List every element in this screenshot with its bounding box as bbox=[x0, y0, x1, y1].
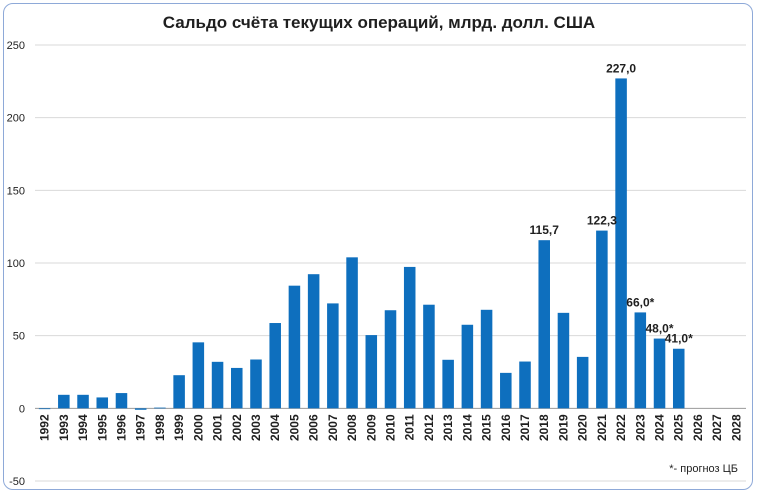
bar-1996 bbox=[115, 393, 128, 409]
bar-1993 bbox=[58, 394, 70, 409]
bar-2019 bbox=[557, 312, 570, 409]
footnote: *- прогноз ЦБ bbox=[669, 463, 738, 475]
data-label-2022: 227,0 bbox=[606, 61, 636, 75]
gridlines bbox=[35, 44, 746, 482]
x-tick-label: 2008 bbox=[345, 414, 359, 441]
x-tick-label: 1998 bbox=[153, 414, 167, 441]
data-labels: 115,7 122,3 227,0 66,0* 48,0*41,0* bbox=[530, 61, 694, 345]
bar-2007 bbox=[327, 303, 339, 409]
bars bbox=[38, 78, 685, 410]
x-tick-label: 2014 bbox=[460, 414, 474, 441]
y-tick-label: -50 bbox=[9, 476, 25, 488]
bar-2021 bbox=[596, 230, 608, 409]
x-tick-label: 2016 bbox=[499, 414, 513, 441]
x-axis-ticks: 1992 1993 1994 1995 1996 1997 1998 1999 2000 2001… bbox=[38, 414, 744, 441]
y-axis-ticks: -50 0 50 100 150 200 250 bbox=[7, 40, 25, 488]
bar-2017 bbox=[519, 361, 531, 409]
x-tick-label: 1993 bbox=[57, 414, 71, 441]
data-label-2024: 48,0* bbox=[646, 322, 674, 336]
x-tick-label: 2019 bbox=[556, 414, 570, 441]
bar-2013 bbox=[442, 359, 454, 409]
bar-1998 bbox=[154, 407, 166, 409]
x-tick-label: 2024 bbox=[653, 414, 667, 441]
y-tick-label: 250 bbox=[7, 40, 25, 52]
data-label-2018: 115,7 bbox=[530, 223, 560, 237]
x-tick-label: 2004 bbox=[268, 414, 282, 441]
bar-2005 bbox=[288, 285, 301, 409]
data-label-2025: 41,0* bbox=[665, 332, 693, 346]
bar-2018 bbox=[538, 240, 550, 409]
y-tick-label: 0 bbox=[19, 403, 25, 415]
bar-1992 bbox=[38, 408, 51, 410]
bar-1997 bbox=[134, 408, 147, 410]
bar-1999 bbox=[173, 375, 185, 409]
x-tick-label: 2026 bbox=[691, 414, 705, 441]
bar-2020 bbox=[576, 356, 589, 409]
bar-2009 bbox=[365, 335, 378, 409]
x-tick-label: 2018 bbox=[537, 414, 551, 441]
x-tick-label: 2007 bbox=[326, 414, 340, 441]
y-tick-label: 150 bbox=[7, 185, 25, 197]
x-tick-label: 2013 bbox=[441, 414, 455, 441]
x-tick-label: 1992 bbox=[38, 414, 52, 441]
x-tick-label: 2015 bbox=[480, 414, 494, 441]
bar-2002 bbox=[231, 367, 243, 409]
x-tick-label: 2001 bbox=[211, 414, 225, 441]
x-tick-label: 1994 bbox=[76, 414, 90, 441]
x-tick-label: 2010 bbox=[384, 414, 398, 441]
bar-2001 bbox=[211, 361, 224, 409]
x-tick-label: 2020 bbox=[576, 414, 590, 441]
bar-2014 bbox=[461, 324, 474, 409]
bar-2025 bbox=[672, 348, 685, 409]
x-tick-label: 2000 bbox=[191, 414, 205, 441]
bar-2024 bbox=[653, 338, 666, 409]
bar-2008 bbox=[346, 257, 358, 409]
x-tick-label: 2003 bbox=[249, 414, 263, 441]
bar-1995 bbox=[96, 397, 109, 409]
bar-2011 bbox=[403, 266, 416, 409]
x-tick-label: 2009 bbox=[364, 414, 378, 441]
x-tick-label: 2021 bbox=[595, 414, 609, 441]
x-tick-label: 2028 bbox=[729, 414, 743, 441]
x-tick-label: 2023 bbox=[633, 414, 647, 441]
x-tick-label: 1999 bbox=[172, 414, 186, 441]
bar-2010 bbox=[384, 310, 397, 409]
data-label-2021: 122,3 bbox=[587, 214, 617, 228]
bar-2006 bbox=[307, 274, 320, 409]
x-tick-label: 1996 bbox=[114, 414, 128, 441]
bar-2015 bbox=[480, 309, 493, 409]
bar-1994 bbox=[77, 394, 89, 409]
y-tick-label: 100 bbox=[7, 258, 25, 270]
bar-2000 bbox=[192, 342, 205, 409]
x-tick-label: 2011 bbox=[403, 414, 417, 440]
bar-2022 bbox=[615, 78, 627, 409]
x-tick-label: 2002 bbox=[230, 414, 244, 441]
x-tick-label: 2025 bbox=[672, 414, 686, 441]
x-tick-label: 2017 bbox=[518, 414, 532, 441]
y-tick-label: 200 bbox=[7, 113, 25, 125]
x-tick-label: 2027 bbox=[710, 414, 724, 441]
bar-2003 bbox=[250, 359, 262, 409]
data-label-2023: 66,0* bbox=[626, 295, 654, 309]
x-tick-label: 2022 bbox=[614, 414, 628, 441]
x-tick-label: 2012 bbox=[422, 414, 436, 441]
y-tick-label: 50 bbox=[13, 331, 25, 343]
chart-title: Сальдо счёта текущих операций, млрд. дол… bbox=[163, 13, 595, 32]
x-tick-label: 2005 bbox=[287, 414, 301, 441]
x-tick-label: 2006 bbox=[307, 414, 321, 441]
bar-2023 bbox=[634, 312, 647, 409]
bar-2012 bbox=[423, 304, 435, 409]
bar-2004 bbox=[269, 323, 281, 409]
x-tick-label: 1997 bbox=[134, 414, 148, 441]
bar-2016 bbox=[500, 372, 512, 409]
x-tick-label: 1995 bbox=[95, 414, 109, 441]
